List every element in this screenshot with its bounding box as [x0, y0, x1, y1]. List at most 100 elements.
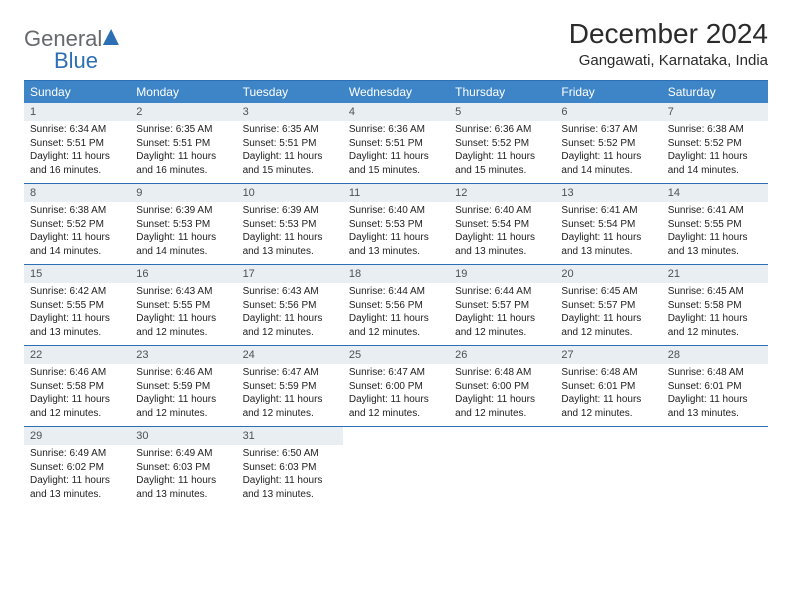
- sunset-line: Sunset: 6:03 PM: [243, 461, 337, 475]
- calendar-cell: 14 Sunrise: 6:41 AMSunset: 5:55 PMDayligh…: [662, 184, 768, 264]
- sunset-line: Sunset: 5:51 PM: [243, 137, 337, 151]
- sunset-line: Sunset: 5:53 PM: [349, 218, 443, 232]
- calendar-week: 15Sunrise: 6:42 AMSunset: 5:55 PMDayligh…: [24, 265, 768, 346]
- sunset-line: Sunset: 5:58 PM: [30, 380, 124, 394]
- calendar-week: 22Sunrise: 6:46 AMSunset: 5:58 PMDayligh…: [24, 346, 768, 427]
- day-body: Sunrise: 6:50 AMSunset: 6:03 PMDaylight:…: [237, 445, 343, 507]
- page-title: December 2024: [569, 18, 768, 50]
- day-body: Sunrise: 6:34 AMSunset: 5:51 PMDaylight:…: [24, 121, 130, 183]
- sunrise-line: Sunrise: 6:41 AM: [561, 204, 655, 218]
- calendar-cell: 7Sunrise: 6:38 AMSunset: 5:52 PMDaylight…: [662, 103, 768, 183]
- calendar-week: 1Sunrise: 6:34 AMSunset: 5:51 PMDaylight…: [24, 103, 768, 184]
- sunset-line: Sunset: 5:58 PM: [668, 299, 762, 313]
- sunrise-line: Sunrise: 6:36 AM: [455, 123, 549, 137]
- day-header-row: Sunday Monday Tuesday Wednesday Thursday…: [24, 81, 768, 103]
- sunrise-line: Sunrise: 6:38 AM: [668, 123, 762, 137]
- day-number: 8: [24, 184, 130, 202]
- calendar-cell: 11Sunrise: 6:40 AMSunset: 5:53 PMDayligh…: [343, 184, 449, 264]
- day-label: Sunday: [24, 81, 130, 103]
- day-number: 23: [130, 346, 236, 364]
- sunrise-line: Sunrise: 6:39 AM: [243, 204, 337, 218]
- calendar-cell: 19Sunrise: 6:44 AMSunset: 5:57 PMDayligh…: [449, 265, 555, 345]
- daylight-line: Daylight: 11 hours and 13 minutes.: [455, 231, 549, 258]
- sunrise-line: Sunrise: 6:45 AM: [668, 285, 762, 299]
- sunset-line: Sunset: 5:55 PM: [668, 218, 762, 232]
- calendar-cell: [343, 427, 449, 507]
- day-body: Sunrise: 6:35 AMSunset: 5:51 PMDaylight:…: [237, 121, 343, 183]
- sunset-line: Sunset: 5:52 PM: [561, 137, 655, 151]
- day-body: Sunrise: 6:43 AMSunset: 5:55 PMDaylight:…: [130, 283, 236, 345]
- daylight-line: Daylight: 11 hours and 13 minutes.: [243, 474, 337, 501]
- day-number: 1: [24, 103, 130, 121]
- sunrise-line: Sunrise: 6:48 AM: [455, 366, 549, 380]
- day-number: 13: [555, 184, 661, 202]
- day-number: 14: [662, 184, 768, 202]
- daylight-line: Daylight: 11 hours and 12 minutes.: [561, 393, 655, 420]
- calendar-cell: 23Sunrise: 6:46 AMSunset: 5:59 PMDayligh…: [130, 346, 236, 426]
- sunrise-line: Sunrise: 6:47 AM: [349, 366, 443, 380]
- calendar-cell: 24Sunrise: 6:47 AMSunset: 5:59 PMDayligh…: [237, 346, 343, 426]
- sunrise-line: Sunrise: 6:42 AM: [30, 285, 124, 299]
- day-number: 19: [449, 265, 555, 283]
- calendar-cell: 4Sunrise: 6:36 AMSunset: 5:51 PMDaylight…: [343, 103, 449, 183]
- day-number: 18: [343, 265, 449, 283]
- day-body: Sunrise: 6:44 AMSunset: 5:57 PMDaylight:…: [449, 283, 555, 345]
- sunrise-line: Sunrise: 6:44 AM: [349, 285, 443, 299]
- calendar-cell: 12Sunrise: 6:40 AMSunset: 5:54 PMDayligh…: [449, 184, 555, 264]
- day-number: 29: [24, 427, 130, 445]
- sunset-line: Sunset: 6:00 PM: [349, 380, 443, 394]
- sunrise-line: Sunrise: 6:35 AM: [136, 123, 230, 137]
- sunrise-line: Sunrise: 6:40 AM: [455, 204, 549, 218]
- daylight-line: Daylight: 11 hours and 13 minutes.: [136, 474, 230, 501]
- calendar-cell: 6Sunrise: 6:37 AMSunset: 5:52 PMDaylight…: [555, 103, 661, 183]
- day-number: 2: [130, 103, 236, 121]
- day-number: 4: [343, 103, 449, 121]
- day-number: 10: [237, 184, 343, 202]
- day-label: Monday: [130, 81, 236, 103]
- daylight-line: Daylight: 11 hours and 12 minutes.: [30, 393, 124, 420]
- sunset-line: Sunset: 5:52 PM: [668, 137, 762, 151]
- logo: General Blue: [24, 18, 120, 74]
- sunrise-line: Sunrise: 6:39 AM: [136, 204, 230, 218]
- calendar-cell: 5Sunrise: 6:36 AMSunset: 5:52 PMDaylight…: [449, 103, 555, 183]
- day-number: 3: [237, 103, 343, 121]
- day-body: Sunrise: 6:49 AMSunset: 6:02 PMDaylight:…: [24, 445, 130, 507]
- day-body: Sunrise: 6:47 AMSunset: 5:59 PMDaylight:…: [237, 364, 343, 426]
- header: General Blue December 2024 Gangawati, Ka…: [24, 18, 768, 74]
- sunrise-line: Sunrise: 6:43 AM: [243, 285, 337, 299]
- day-number: 28: [662, 346, 768, 364]
- calendar-cell: 17Sunrise: 6:43 AMSunset: 5:56 PMDayligh…: [237, 265, 343, 345]
- sunrise-line: Sunrise: 6:45 AM: [561, 285, 655, 299]
- day-number: 17: [237, 265, 343, 283]
- daylight-line: Daylight: 11 hours and 13 minutes.: [668, 231, 762, 258]
- sunset-line: Sunset: 5:51 PM: [136, 137, 230, 151]
- sunset-line: Sunset: 5:56 PM: [243, 299, 337, 313]
- day-body: Sunrise: 6:42 AMSunset: 5:55 PMDaylight:…: [24, 283, 130, 345]
- day-body: Sunrise: 6:39 AMSunset: 5:53 PMDaylight:…: [237, 202, 343, 264]
- day-body: Sunrise: 6:39 AMSunset: 5:53 PMDaylight:…: [130, 202, 236, 264]
- sunset-line: Sunset: 5:57 PM: [455, 299, 549, 313]
- sunrise-line: Sunrise: 6:34 AM: [30, 123, 124, 137]
- day-number: 7: [662, 103, 768, 121]
- daylight-line: Daylight: 11 hours and 12 minutes.: [136, 393, 230, 420]
- calendar-cell: 25Sunrise: 6:47 AMSunset: 6:00 PMDayligh…: [343, 346, 449, 426]
- sunset-line: Sunset: 5:56 PM: [349, 299, 443, 313]
- day-number: 11: [343, 184, 449, 202]
- daylight-line: Daylight: 11 hours and 16 minutes.: [136, 150, 230, 177]
- day-number: 20: [555, 265, 661, 283]
- sunrise-line: Sunrise: 6:38 AM: [30, 204, 124, 218]
- calendar-cell: 13Sunrise: 6:41 AMSunset: 5:54 PMDayligh…: [555, 184, 661, 264]
- daylight-line: Daylight: 11 hours and 15 minutes.: [349, 150, 443, 177]
- sunrise-line: Sunrise: 6:49 AM: [30, 447, 124, 461]
- calendar-cell: 31Sunrise: 6:50 AMSunset: 6:03 PMDayligh…: [237, 427, 343, 507]
- day-body: Sunrise: 6:48 AMSunset: 6:00 PMDaylight:…: [449, 364, 555, 426]
- sunrise-line: Sunrise: 6:48 AM: [561, 366, 655, 380]
- daylight-line: Daylight: 11 hours and 14 minutes.: [30, 231, 124, 258]
- day-number: 9: [130, 184, 236, 202]
- day-label: Saturday: [662, 81, 768, 103]
- day-number: 5: [449, 103, 555, 121]
- day-body: Sunrise: 6:41 AMSunset: 5:54 PMDaylight:…: [555, 202, 661, 264]
- sunrise-line: Sunrise: 6:41 AM: [668, 204, 762, 218]
- day-body: Sunrise: 6:35 AMSunset: 5:51 PMDaylight:…: [130, 121, 236, 183]
- daylight-line: Daylight: 11 hours and 14 minutes.: [561, 150, 655, 177]
